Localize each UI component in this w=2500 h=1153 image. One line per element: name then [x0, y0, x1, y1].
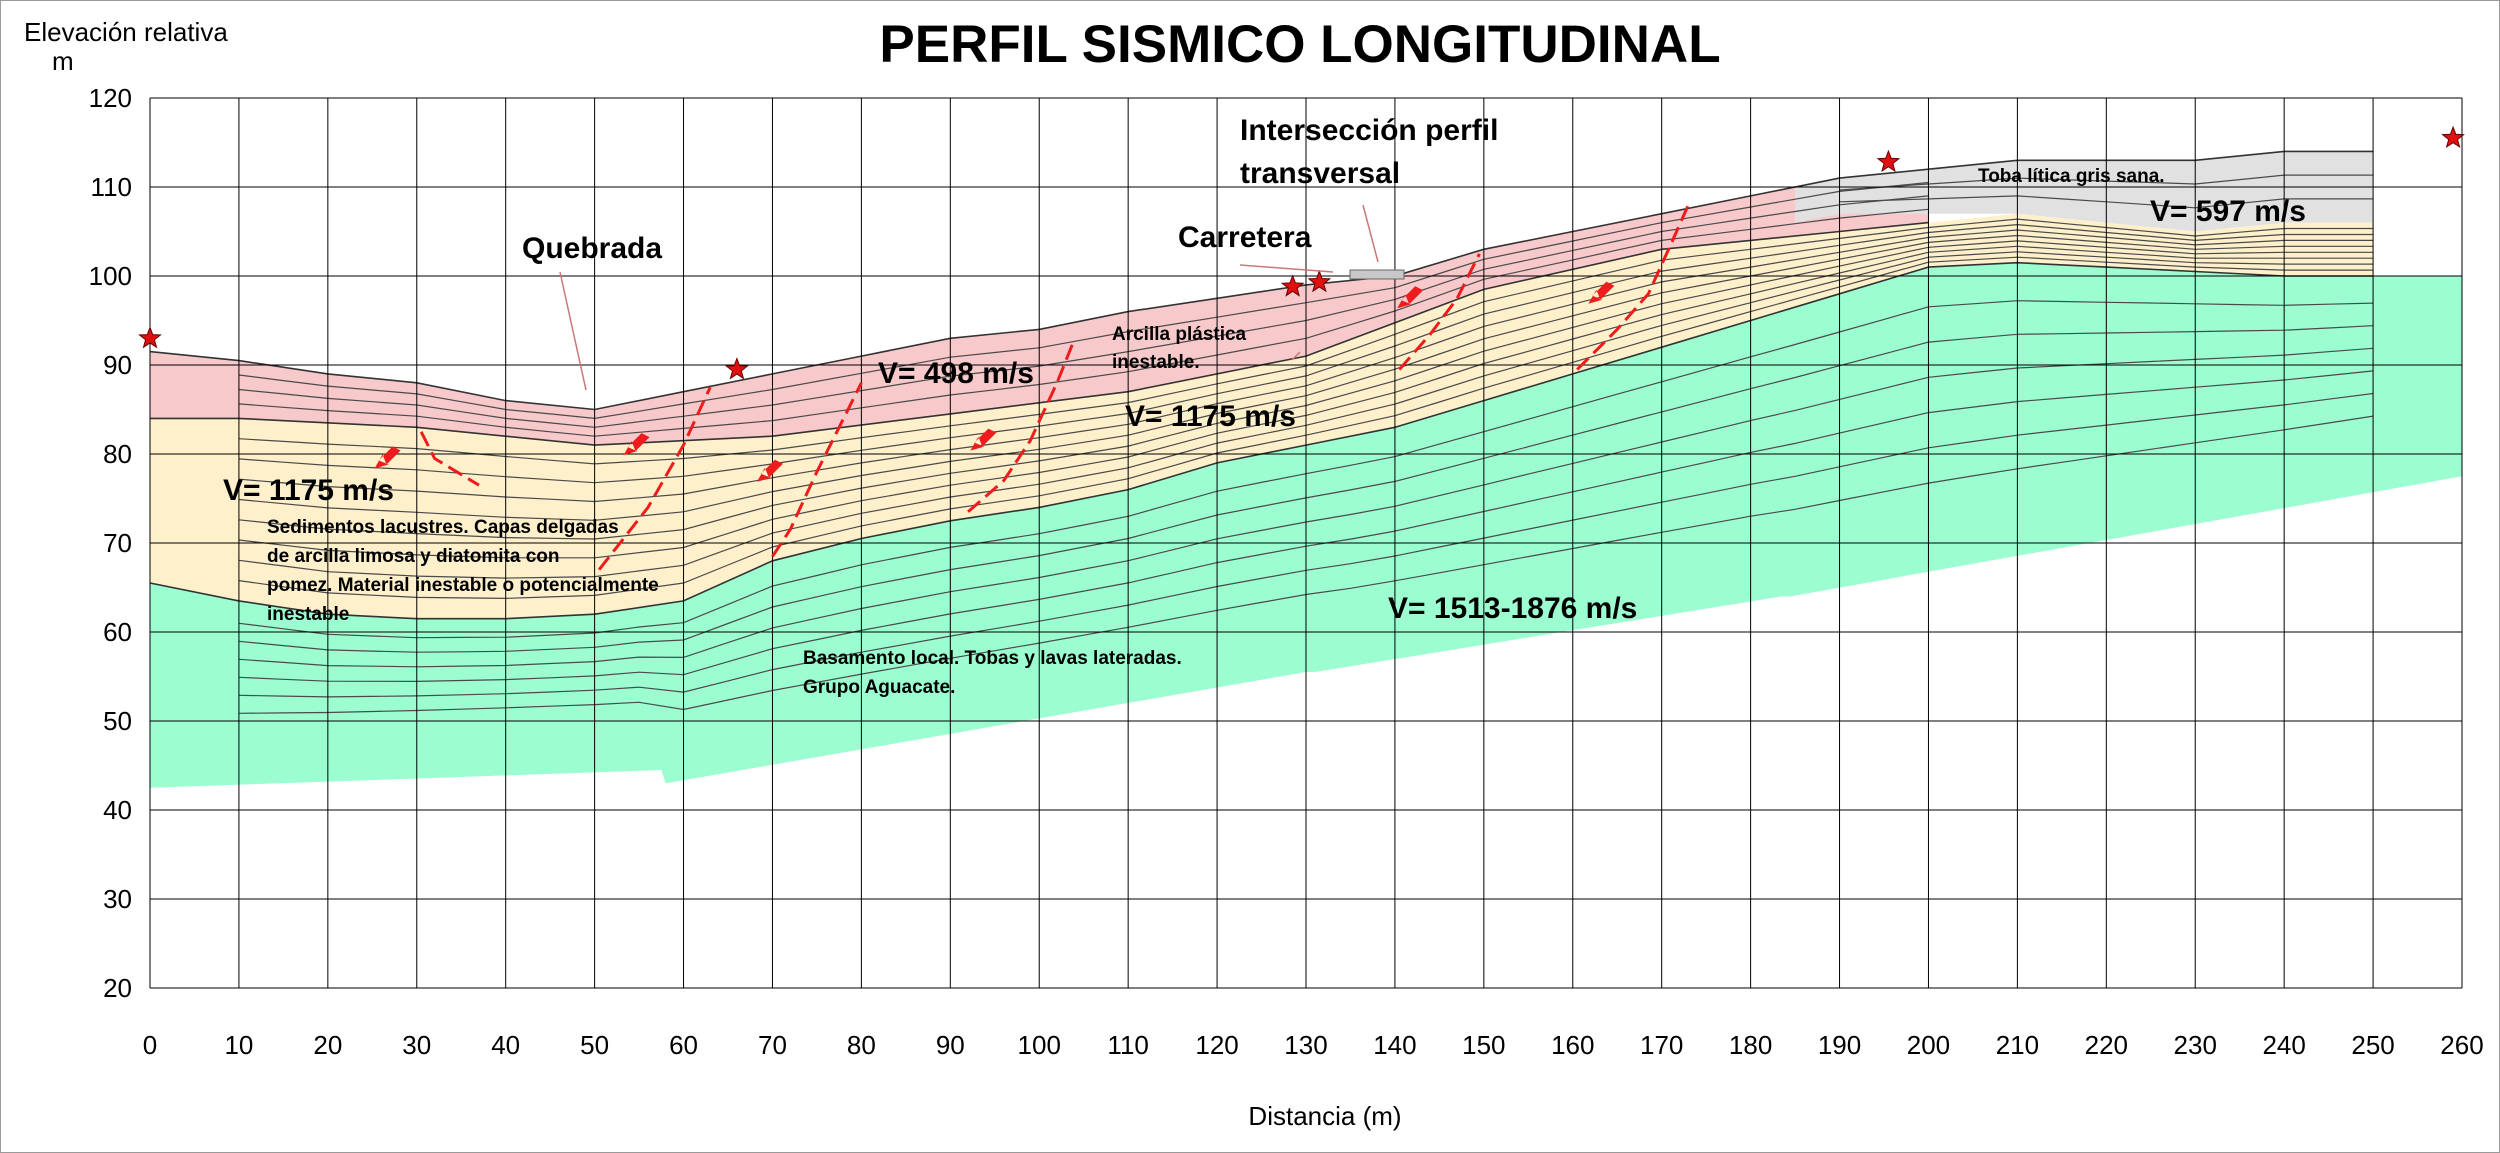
x-tick-label: 170	[1640, 1030, 1683, 1060]
annotation-sedimentos-line2: de arcilla limosa y diatomita con	[267, 546, 560, 567]
y-tick-label: 100	[89, 261, 132, 291]
x-tick-label: 140	[1373, 1030, 1416, 1060]
x-tick-label: 10	[224, 1030, 253, 1060]
x-tick-label: 60	[669, 1030, 698, 1060]
arcilla-callout-line	[1291, 351, 1301, 361]
x-tick-label: 230	[2174, 1030, 2217, 1060]
annotation-toba: Toba lítica gris sana.	[1978, 166, 2165, 187]
fault-trace	[1398, 253, 1481, 371]
annotation-basamento-line1: Basamento local. Tobas y lavas lateradas…	[803, 648, 1182, 669]
quebrada-callout-line	[559, 271, 587, 391]
carretera-callout-line	[1239, 264, 1334, 273]
road-marker	[1349, 269, 1405, 280]
x-tick-label: 150	[1462, 1030, 1505, 1060]
annotation-interseccion-line2: transversal	[1240, 157, 1400, 190]
x-tick-label: 190	[1818, 1030, 1861, 1060]
annotation-arcilla-line2: inestable.	[1112, 352, 1200, 373]
y-tick-label: 40	[103, 795, 132, 825]
x-tick-label: 220	[2085, 1030, 2128, 1060]
station-star-marker	[2441, 125, 2465, 149]
x-tick-label: 30	[402, 1030, 431, 1060]
chart-title: PERFIL SISMICO LONGITUDINAL	[879, 15, 1720, 74]
movement-arrow	[1588, 281, 1615, 304]
x-tick-label: 260	[2440, 1030, 2483, 1060]
movement-arrow	[623, 433, 650, 456]
clay-layer-line	[238, 208, 1929, 437]
fault-trace	[967, 337, 1077, 513]
y-tick-label: 80	[103, 439, 132, 469]
x-tick-label: 200	[1907, 1030, 1950, 1060]
annotation-arcilla-line1: Arcilla plástica	[1112, 324, 1247, 345]
fault-trace	[1576, 204, 1690, 371]
velocity-label-pink: V= 498 m/s	[878, 357, 1034, 390]
x-tick-label: 70	[758, 1030, 787, 1060]
y-axis-label: Elevación relativa	[24, 17, 228, 47]
y-tick-label: 90	[103, 350, 132, 380]
velocity-label-cream-left: V= 1175 m/s	[223, 474, 394, 507]
velocity-label-cream-right: V= 1175 m/s	[1125, 400, 1296, 433]
x-tick-label: 50	[580, 1030, 609, 1060]
station-star-marker	[1280, 274, 1305, 297]
layer-sediments-cream	[150, 213, 2374, 619]
fault-trace	[419, 431, 480, 487]
fault-trace	[771, 382, 863, 558]
station-star-marker	[1307, 269, 1332, 293]
y-tick-label: 120	[89, 83, 132, 113]
velocity-label-green: V= 1513-1876 m/s	[1388, 592, 1637, 625]
fault-trace	[597, 386, 712, 571]
station-star-marker	[138, 325, 162, 349]
x-tick-label: 250	[2351, 1030, 2394, 1060]
station-star-marker	[1876, 149, 1901, 173]
annotation-carretera: Carretera	[1178, 221, 1312, 254]
x-tick-label: 130	[1284, 1030, 1327, 1060]
annotation-basamento-line2: Grupo Aguacate.	[803, 677, 955, 698]
y-tick-label: 30	[103, 884, 132, 914]
y-tick-label: 70	[103, 528, 132, 558]
x-tick-label: 0	[143, 1030, 157, 1060]
annotation-quebrada: Quebrada	[522, 232, 662, 265]
x-tick-label: 100	[1018, 1030, 1061, 1060]
x-tick-label: 90	[936, 1030, 965, 1060]
layer-tuff-gray	[1795, 151, 2374, 232]
movement-arrow	[374, 446, 401, 469]
x-tick-label: 120	[1195, 1030, 1238, 1060]
station-star-marker	[725, 357, 749, 380]
x-tick-label: 40	[491, 1030, 520, 1060]
x-tick-label: 110	[1107, 1030, 1148, 1060]
velocity-label-gray: V= 597 m/s	[2150, 195, 2306, 228]
x-tick-label: 80	[847, 1030, 876, 1060]
annotation-sedimentos-line4: inestable	[267, 604, 349, 625]
x-tick-label: 210	[1996, 1030, 2039, 1060]
x-tick-label: 20	[313, 1030, 342, 1060]
clay-layer-line	[238, 195, 1929, 428]
y-tick-label: 20	[103, 973, 132, 1003]
movement-arrow	[756, 459, 783, 482]
movement-arrow	[970, 428, 997, 451]
y-tick-label: 110	[91, 172, 132, 202]
y-tick-label: 60	[103, 617, 132, 647]
y-axis-unit: m	[52, 46, 74, 76]
annotation-sedimentos-line3: pomez. Material inestable o potencialmen…	[267, 575, 659, 596]
x-tick-label: 180	[1729, 1030, 1772, 1060]
x-axis-label: Distancia (m)	[1248, 1101, 1401, 1131]
annotation-sedimentos-line1: Sedimentos lacustres. Capas delgadas	[267, 517, 619, 538]
x-tick-label: 240	[2262, 1030, 2305, 1060]
y-tick-label: 50	[103, 706, 132, 736]
ground-surface-line	[149, 150, 2374, 411]
x-tick-label: 160	[1551, 1030, 1594, 1060]
interseccion-callout-line	[1362, 204, 1379, 263]
clay-layer-line	[238, 181, 1929, 420]
movement-arrow	[1397, 286, 1424, 309]
annotation-interseccion-line1: Intersección perfil	[1240, 114, 1498, 147]
